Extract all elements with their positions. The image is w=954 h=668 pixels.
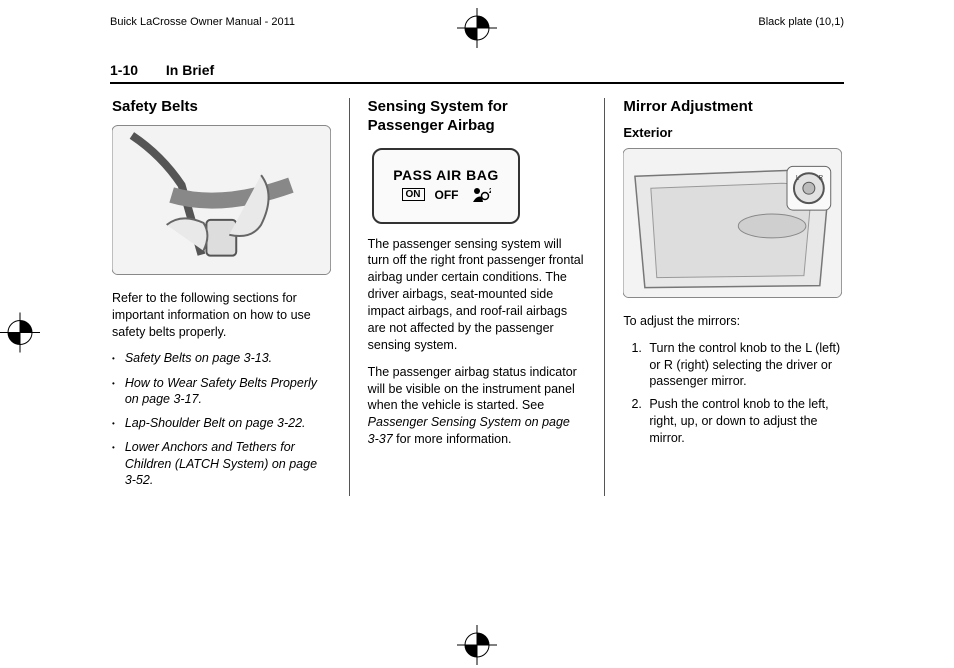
bullet-dot: • (112, 439, 115, 488)
bullet-text: Safety Belts on page 3‑13. (125, 350, 272, 366)
illustration-safety-belt (112, 125, 331, 275)
subheading-exterior: Exterior (623, 125, 842, 140)
bullet-dot: • (112, 375, 115, 408)
sensing-para1: The passenger sensing system will turn o… (368, 236, 587, 354)
crop-mark-bottom (457, 625, 497, 668)
mirror-steps: Turn the control knob to the L (left) or… (623, 340, 842, 447)
sensing-para2-pre: The passenger airbag status indicator wi… (368, 365, 577, 413)
list-item: • Lap-Shoulder Belt on page 3‑22. (112, 415, 331, 431)
list-item: • Safety Belts on page 3‑13. (112, 350, 331, 366)
safety-belt-refs: • Safety Belts on page 3‑13. • How to Wear… (112, 350, 331, 488)
crop-mark-top (457, 8, 497, 51)
list-item: •Lower Anchors and Tethers for Children … (112, 439, 331, 488)
svg-text:R: R (819, 175, 824, 181)
bullet-dot: • (112, 350, 115, 366)
safety-belt-intro: Refer to the following sections for impo… (112, 290, 331, 341)
svg-text:2: 2 (489, 188, 491, 195)
illustration-pass-airbag-indicator: PASS AIR BAG ON OFF 2 (372, 148, 521, 224)
column-separator (604, 98, 605, 496)
heading-safety-belts: Safety Belts (112, 98, 331, 117)
indicator-line1: PASS AIR BAG (393, 167, 499, 184)
section-title: In Brief (166, 62, 214, 78)
airbag-icon: 2 (469, 186, 491, 204)
column-separator (349, 98, 350, 496)
crop-mark-left (0, 313, 40, 356)
indicator-off: OFF (435, 188, 459, 202)
column-mirror-adjustment: Mirror Adjustment Exterior L R To adjust… (621, 98, 844, 496)
list-item: • How to Wear Safety Belts Properly on pa… (112, 375, 331, 408)
step-item: Turn the control knob to the L (left) or… (645, 340, 842, 391)
column-sensing-system: Sensing System for Passenger Airbag PASS… (366, 98, 589, 496)
column-safety-belts: Safety Belts Refer to the following sect… (110, 98, 333, 496)
bullet-text: How to Wear Safety Belts Properly on pag… (125, 375, 331, 408)
indicator-on: ON (402, 188, 425, 201)
manual-title: Buick LaCrosse Owner Manual - 2011 (110, 16, 295, 28)
heading-mirror-adjustment: Mirror Adjustment (623, 98, 842, 117)
bullet-text: Lap-Shoulder Belt on page 3‑22. (125, 415, 306, 431)
bullet-dot: • (112, 415, 115, 431)
illustration-door-panel: L R (623, 148, 842, 298)
bullet-text: Lower Anchors and Tethers for Children (… (125, 439, 331, 488)
page-header: 1-10 In Brief (110, 62, 844, 84)
heading-sensing-system: Sensing System for Passenger Airbag (368, 98, 587, 136)
plate-label: Black plate (10,1) (758, 16, 844, 28)
mirror-intro: To adjust the mirrors: (623, 313, 842, 330)
sensing-para2-post: for more information. (393, 432, 512, 446)
step-item: Push the control knob to the left, right… (645, 396, 842, 447)
sensing-para2: The passenger airbag status indicator wi… (368, 364, 587, 448)
page-number: 1-10 (110, 62, 138, 78)
